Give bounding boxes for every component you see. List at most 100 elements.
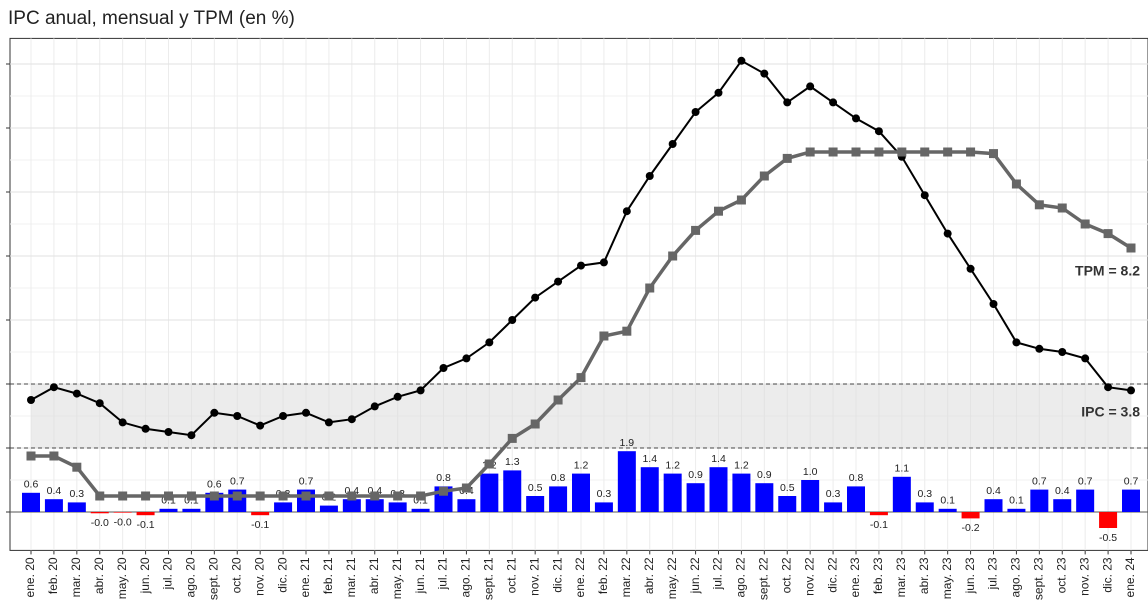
marker (95, 491, 105, 501)
marker (141, 424, 150, 433)
bar-label: -0.1 (137, 519, 155, 531)
x-tick-label: nov. 20 (252, 557, 266, 596)
x-tick-label: ago. 22 (734, 557, 748, 597)
target-band (31, 384, 1131, 448)
x-tick-label: jul. 20 (161, 557, 175, 590)
x-tick-label: oct. 23 (1054, 557, 1068, 593)
bar (182, 508, 201, 512)
marker (1011, 179, 1021, 189)
x-tick-label: nov. 23 (1077, 557, 1091, 596)
bar (869, 512, 888, 516)
bar (44, 499, 63, 512)
bar-label: 0.8 (551, 472, 566, 484)
marker (622, 326, 632, 336)
x-tick-label: sept. 22 (757, 557, 771, 600)
bar (709, 467, 728, 512)
bar (732, 473, 751, 512)
x-tick-label: sept. 23 (1032, 557, 1046, 600)
bar-label: 1.9 (620, 437, 635, 449)
marker (897, 147, 907, 157)
x-tick-label: may. 20 (115, 557, 129, 599)
marker (851, 147, 861, 157)
bar-label: -0.0 (114, 516, 132, 528)
x-tick-label: ene. 21 (298, 557, 312, 597)
marker (416, 491, 426, 501)
bar-label: 0.3 (917, 488, 932, 500)
marker (347, 415, 356, 424)
bar-label: 1.2 (734, 459, 749, 471)
x-tick-label: may. 21 (390, 557, 404, 599)
bar (319, 505, 338, 512)
marker (1104, 383, 1113, 392)
x-tick-label: may. 23 (940, 557, 954, 599)
x-tick-label: oct. 22 (779, 557, 793, 593)
marker (599, 258, 608, 267)
marker (943, 229, 952, 238)
marker (439, 364, 448, 372)
marker (301, 491, 311, 501)
x-tick-label: ago. 21 (459, 557, 473, 597)
marker (1057, 203, 1067, 213)
bar (67, 502, 86, 512)
marker (1081, 354, 1090, 363)
x-tick-label: mar. 22 (619, 557, 633, 597)
bar (274, 502, 293, 512)
marker (736, 195, 746, 205)
bar-label: 0.3 (597, 488, 612, 500)
x-tick-label: ene. 22 (573, 557, 587, 597)
marker (416, 386, 425, 395)
marker (232, 491, 242, 501)
x-tick-label: feb. 20 (46, 557, 60, 594)
x-tick-label: abr. 20 (92, 557, 106, 594)
bar (824, 502, 843, 512)
x-tick-label: nov. 22 (802, 557, 816, 596)
x-tick-label: dic. 20 (275, 557, 289, 593)
bar (1099, 512, 1118, 528)
x-tick-label: sept. 20 (207, 557, 221, 600)
bar-label: -0.1 (870, 519, 888, 531)
marker (26, 451, 36, 461)
bar-label: 1.2 (574, 459, 589, 471)
x-tick-label: sept. 21 (482, 557, 496, 600)
marker (1103, 229, 1113, 239)
marker (186, 491, 196, 501)
bar-label: 0.1 (940, 495, 955, 507)
bar (365, 499, 384, 512)
bar-label: 1.4 (642, 453, 657, 465)
bar (686, 483, 705, 512)
x-tick-label: abr. 22 (642, 557, 656, 594)
marker (72, 462, 82, 472)
bar-label: 0.7 (230, 475, 245, 487)
marker (370, 402, 379, 411)
bar (342, 499, 361, 512)
x-tick-label: ene. 23 (848, 557, 862, 597)
x-tick-label: dic. 21 (550, 557, 564, 593)
marker (760, 69, 769, 78)
x-tick-label: mar. 20 (69, 557, 83, 597)
marker (577, 261, 585, 270)
x-tick-label: oct. 21 (504, 557, 518, 593)
marker (1035, 344, 1044, 353)
bar (90, 512, 109, 514)
bar (1030, 489, 1049, 512)
x-tick-label: oct. 20 (229, 557, 243, 593)
bar-label: 0.4 (1055, 485, 1070, 497)
bar (640, 467, 659, 512)
bar (984, 499, 1003, 512)
bar (801, 480, 820, 512)
bar (22, 492, 40, 512)
bar-label: 1.1 (895, 463, 910, 475)
bar-label: 0.5 (780, 482, 795, 494)
bar-label: 0.7 (299, 475, 314, 487)
marker (95, 399, 104, 408)
marker (806, 82, 815, 91)
x-tick-label: mar. 23 (894, 557, 908, 597)
bar (594, 502, 613, 512)
bar (847, 486, 865, 512)
bar (572, 473, 590, 512)
bar-label: 0.1 (1009, 495, 1024, 507)
marker (462, 354, 471, 363)
chart-title: IPC anual, mensual y TPM (en %) (8, 8, 295, 29)
bar (617, 451, 636, 512)
x-tick-label: ago. 23 (1009, 557, 1023, 597)
